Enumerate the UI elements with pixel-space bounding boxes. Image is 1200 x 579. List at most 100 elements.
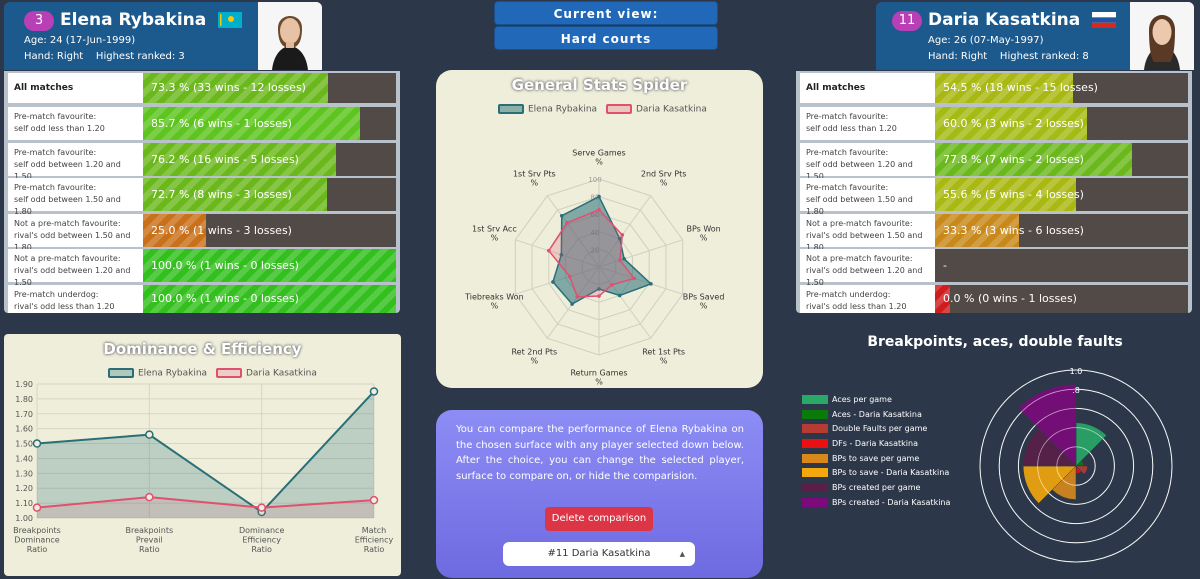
player1-card: 3 Elena Rybakina Age: 24 (17-Jun-1999) H…	[4, 2, 322, 70]
stats-row: Pre-match favourite: self odd between 1.5…	[800, 178, 1188, 216]
breakpoints-legend-item[interactable]: BPs to save - Daria Kasatkina	[802, 468, 950, 483]
dominance-point	[369, 495, 379, 505]
stats-bar-fill	[935, 73, 1073, 103]
current-view-label: Current view:	[494, 1, 718, 25]
breakpoints-legend-label: BPs to save - Daria Kasatkina	[832, 468, 950, 478]
stats-bar-track: 55.6 % (5 wins - 4 losses)	[935, 178, 1188, 211]
breakpoints-legend-item[interactable]: Double Faults per game	[802, 424, 950, 439]
breakpoints-legend-item[interactable]: BPs to save per game	[802, 453, 950, 469]
stats-row-label: Not a pre-match favourite: rival's odd be…	[8, 214, 143, 252]
stats-row: Not a pre-match favourite: rival's odd be…	[8, 249, 396, 287]
spider-axis-label: 2nd Srv Pts%	[641, 170, 687, 188]
stats-bar-track: 73.3 % (33 wins - 12 losses)	[143, 73, 396, 103]
stats-row-label: Pre-match favourite: self odd between 1.2…	[8, 143, 143, 181]
spider-point	[597, 294, 601, 298]
breakpoints-legend-item[interactable]: Aces per game	[802, 395, 950, 410]
stats-bar-value: 25.0 % (1 wins - 3 losses)	[151, 224, 292, 237]
stats-row-label-line1: Pre-match underdog:	[806, 290, 891, 299]
dominance-chart: 1.00 1.10 1.20 1.30 1.40 1.50 1.60 1.70 1.80 1.90…	[13, 380, 393, 554]
dominance-ytick-label: 1.30	[15, 469, 33, 478]
stats-bar-value: 60.0 % (3 wins - 2 losses)	[943, 117, 1084, 130]
stats-bar-value: 55.6 % (5 wins - 4 losses)	[943, 188, 1084, 201]
dominance-panel: Dominance & Efficiency Elena Rybakina Da…	[4, 334, 401, 576]
breakpoints-legend-item[interactable]: DFs - Daria Kasatkina	[802, 439, 950, 454]
stats-row-label-line2: self odd between 1.50 and 1.80	[14, 195, 121, 216]
surface-button[interactable]: Hard courts	[494, 26, 718, 50]
spider-point	[649, 282, 653, 286]
spider-axis-label: 1st Srv Pts%	[513, 170, 556, 188]
kazakhstan-flag-icon	[218, 12, 243, 28]
stats-row: Pre-match underdog: rival's odd less than…	[8, 285, 396, 313]
dominance-area-1	[37, 391, 374, 518]
stats-bar-fill	[143, 214, 207, 247]
stats-bar-fill	[143, 143, 336, 176]
spider-tick-label: 80	[591, 194, 600, 202]
spider-legend-rybakina: Elena Rybakina	[528, 104, 598, 115]
spider-axis-label: BPs Won%	[686, 225, 720, 243]
stats-row: Pre-match favourite: self odd less than 1…	[800, 107, 1188, 140]
spider-point	[565, 221, 569, 225]
spider-point	[617, 293, 622, 298]
stats-bar-track: 0.0 % (0 wins - 1 losses)	[935, 285, 1188, 313]
player1-name-text: Elena Rybakina	[60, 10, 207, 30]
breakpoints-title: Breakpoints, aces, double faults	[867, 334, 1123, 350]
stats-row-label: Not a pre-match favourite: rival's odd be…	[800, 214, 935, 252]
breakpoints-legend-item[interactable]: Aces - Daria Kasatkina	[802, 409, 950, 425]
breakpoints-legend-item[interactable]: BPs created - Daria Kasatkina	[802, 497, 950, 513]
polar-grid-overlay	[1018, 408, 1134, 524]
stats-row: Pre-match favourite: self odd between 1.2…	[8, 143, 396, 181]
stats-row: All matches 73.3 % (33 wins - 12 losses)	[8, 73, 396, 103]
stats-row: Pre-match favourite: self odd less than 1…	[8, 107, 396, 140]
stats-bar-value: 0.0 % (0 wins - 1 losses)	[943, 292, 1077, 305]
spider-point	[620, 233, 625, 237]
stats-row-label-line1: Pre-match underdog:	[14, 290, 99, 299]
spider-point	[559, 213, 564, 218]
stats-row-label-line2: self odd between 1.20 and 1.50	[806, 160, 913, 181]
spider-point	[622, 257, 626, 261]
stats-row-label-line1: Not a pre-match favourite:	[806, 254, 913, 263]
spider-axis-label: 1st Srv Acc%	[472, 225, 517, 243]
player1-hand: Hand: Right Highest ranked: 3	[24, 51, 185, 62]
player1-stats-table: All matches 73.3 % (33 wins - 12 losses) P…	[4, 71, 400, 313]
spider-axis-label: Ret 2nd Pts%	[511, 347, 557, 365]
breakpoints-legend-swatch	[802, 439, 828, 449]
stats-bar-track: 60.0 % (3 wins - 2 losses)	[935, 107, 1188, 140]
stats-bar-fill	[935, 143, 1132, 176]
spider-axis-label: Tiebreaks Won%	[464, 292, 524, 310]
stats-bar-fill	[143, 178, 327, 211]
breakpoints-legend-item[interactable]: BPs created per game	[802, 483, 950, 498]
stats-row-label: Pre-match favourite: self odd between 1.2…	[800, 143, 935, 181]
player2-rank-badge: 11	[892, 11, 922, 31]
dominance-point	[369, 387, 379, 396]
stats-bar-fill	[935, 285, 951, 313]
dominance-line-2	[36, 496, 375, 509]
spider-point	[570, 302, 574, 306]
stats-row-label-line1: Not a pre-match favourite:	[14, 254, 121, 263]
stats-row-label: All matches	[800, 73, 935, 103]
stats-row-label-line1: Pre-match favourite:	[14, 112, 97, 121]
stats-row-label-line1: Pre-match favourite:	[806, 148, 889, 157]
stats-row-label: Pre-match underdog: rival's odd less than…	[8, 285, 143, 313]
stats-bar-value: 100.0 % (1 wins - 0 losses)	[151, 292, 299, 305]
stats-row: Pre-match underdog: rival's odd less than…	[800, 285, 1188, 313]
spider-legend-kasatkina: Daria Kasatkina	[635, 104, 707, 115]
breakpoints-legend-swatch	[802, 453, 828, 463]
player-select[interactable]: #11 Daria Kasatkina ▲	[503, 542, 695, 566]
stats-bar-value: 73.3 % (33 wins - 12 losses)	[151, 81, 306, 94]
stats-row: Not a pre-match favourite: rival's odd be…	[800, 214, 1188, 252]
breakpoints-legend-swatch	[802, 468, 828, 478]
dominance-point	[257, 503, 266, 512]
stats-row-label: Not a pre-match favourite: rival's odd be…	[8, 249, 143, 287]
spider-point	[597, 208, 601, 212]
delete-comparison-button[interactable]: Delete comparison	[545, 507, 653, 531]
dominance-ytick-label: 1.20	[15, 484, 33, 493]
stats-bar-track: 76.2 % (16 wins - 5 losses)	[143, 143, 396, 176]
spider-point	[559, 252, 564, 257]
breakpoints-polar-chart: 1.0 .8	[979, 367, 1173, 563]
spider-point	[575, 295, 580, 299]
player2-name-text: Daria Kasatkina	[928, 10, 1081, 30]
player1-rank-badge: 3	[24, 11, 54, 31]
polar-grid-overlay	[979, 369, 1173, 563]
stats-bar-fill	[935, 107, 1087, 140]
spider-legend: Elena Rybakina Daria Kasatkina	[498, 104, 707, 115]
